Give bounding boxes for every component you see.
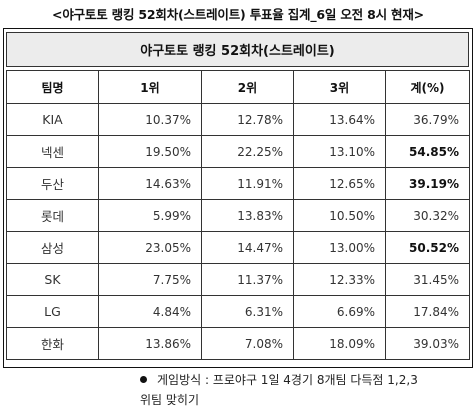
third-place-cell: 6.69% [293, 295, 386, 328]
team-cell: 한화 [6, 327, 99, 360]
table-row: SK 7.75% 11.37% 12.33% 31.45% [6, 263, 470, 296]
total-cell: 31.45% [385, 263, 470, 296]
first-place-cell: 4.84% [98, 295, 202, 328]
header-total: 계(%) [385, 70, 470, 104]
header-third: 3위 [293, 70, 386, 104]
third-place-cell: 13.00% [293, 231, 386, 264]
table-row: 두산 14.63% 11.91% 12.65% 39.19% [6, 167, 470, 200]
second-place-cell: 7.08% [201, 327, 294, 360]
footnote: 게임방식 : 프로야구 1일 4경기 8개팀 다득점 1,2,3 위팀 맞히기 [140, 370, 472, 407]
team-cell: LG [6, 295, 99, 328]
header-row: 팀명 1위 2위 3위 계(%) [6, 70, 470, 104]
table-row: KIA 10.37% 12.78% 13.64% 36.79% [6, 103, 470, 136]
team-cell: SK [6, 263, 99, 296]
table-row: 넥센 19.50% 22.25% 13.10% 54.85% [6, 135, 470, 168]
table-row: 롯데 5.99% 13.83% 10.50% 30.32% [6, 199, 470, 232]
first-place-cell: 5.99% [98, 199, 202, 232]
third-place-cell: 12.65% [293, 167, 386, 200]
total-cell: 50.52% [385, 231, 470, 264]
team-cell: KIA [6, 103, 99, 136]
table-row: 삼성 23.05% 14.47% 13.00% 50.52% [6, 231, 470, 264]
third-place-cell: 12.33% [293, 263, 386, 296]
header-team: 팀명 [6, 70, 99, 104]
first-place-cell: 10.37% [98, 103, 202, 136]
second-place-cell: 14.47% [201, 231, 294, 264]
first-place-cell: 13.86% [98, 327, 202, 360]
team-cell: 삼성 [6, 231, 99, 264]
total-cell: 39.03% [385, 327, 470, 360]
table-row: 한화 13.86% 7.08% 18.09% 39.03% [6, 327, 470, 360]
second-place-cell: 6.31% [201, 295, 294, 328]
first-place-cell: 14.63% [98, 167, 202, 200]
page-heading: <야구토토 랭킹 52회차(스트레이트) 투표율 집계_6일 오전 8시 현재> [52, 7, 424, 22]
table-title: 야구토토 랭킹 52회차(스트레이트) [6, 32, 469, 67]
third-place-cell: 13.64% [293, 103, 386, 136]
team-cell: 롯데 [6, 199, 99, 232]
first-place-cell: 7.75% [98, 263, 202, 296]
voting-table: 팀명 1위 2위 3위 계(%) KIA 10.37% 12.78% 13.64% 36… [6, 70, 470, 360]
second-place-cell: 11.37% [201, 263, 294, 296]
bullet-icon [140, 376, 147, 383]
voting-table-panel: 야구토토 랭킹 52회차(스트레이트) 팀명 1위 2위 3위 계(%) KIA… [3, 28, 473, 368]
total-cell: 54.85% [385, 135, 470, 168]
second-place-cell: 22.25% [201, 135, 294, 168]
footnote-line2: 위팀 맞히기 [140, 393, 200, 407]
total-cell: 17.84% [385, 295, 470, 328]
first-place-cell: 23.05% [98, 231, 202, 264]
total-cell: 36.79% [385, 103, 470, 136]
third-place-cell: 10.50% [293, 199, 386, 232]
third-place-cell: 13.10% [293, 135, 386, 168]
team-cell: 넥센 [6, 135, 99, 168]
first-place-cell: 19.50% [98, 135, 202, 168]
team-cell: 두산 [6, 167, 99, 200]
second-place-cell: 13.83% [201, 199, 294, 232]
total-cell: 30.32% [385, 199, 470, 232]
second-place-cell: 12.78% [201, 103, 294, 136]
header-first: 1위 [98, 70, 202, 104]
total-cell: 39.19% [385, 167, 470, 200]
table-row: LG 4.84% 6.31% 6.69% 17.84% [6, 295, 470, 328]
footnote-line1: 게임방식 : 프로야구 1일 4경기 8개팀 다득점 1,2,3 [157, 373, 418, 387]
header-second: 2위 [201, 70, 294, 104]
third-place-cell: 18.09% [293, 327, 386, 360]
second-place-cell: 11.91% [201, 167, 294, 200]
